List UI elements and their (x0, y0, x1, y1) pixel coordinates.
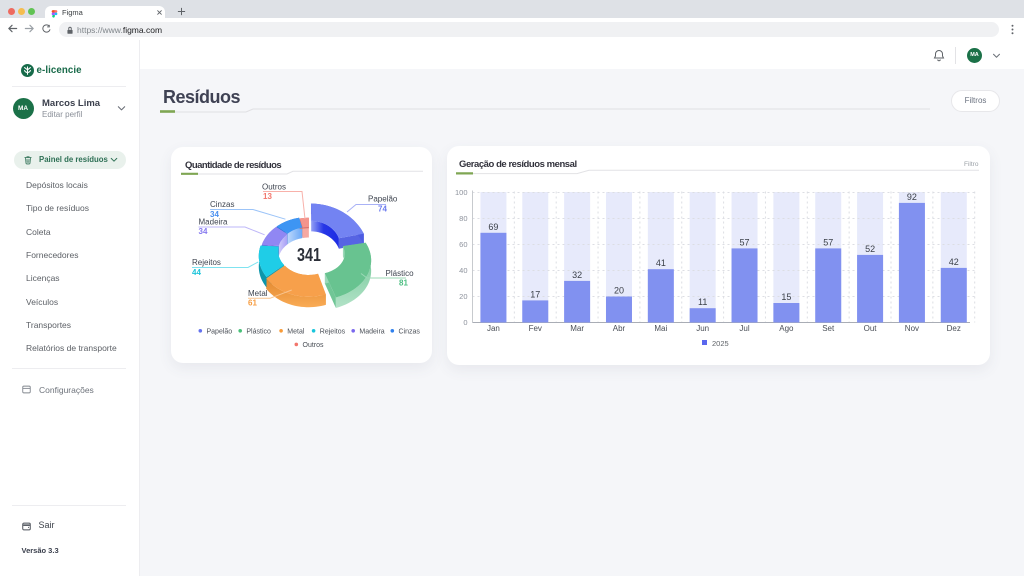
svg-text:20: 20 (459, 292, 467, 301)
svg-text:0: 0 (463, 318, 467, 327)
svg-text:34: 34 (199, 227, 208, 236)
svg-text:Mar: Mar (570, 324, 584, 333)
svg-text:Fev: Fev (529, 324, 542, 333)
svg-text:Madeira: Madeira (199, 217, 228, 226)
svg-text:Rejeitos: Rejeitos (192, 258, 221, 267)
svg-text:Papelão: Papelão (207, 328, 233, 335)
svg-text:Cinzas: Cinzas (210, 200, 234, 209)
svg-text:11: 11 (698, 297, 707, 307)
svg-text:17: 17 (530, 289, 540, 299)
svg-text:Plástico: Plástico (386, 269, 415, 278)
svg-text:Papelão: Papelão (368, 195, 398, 204)
svg-text:92: 92 (907, 192, 917, 202)
svg-text:Jul: Jul (739, 324, 749, 333)
svg-text:Nov: Nov (905, 324, 919, 333)
svg-text:34: 34 (210, 210, 219, 219)
svg-text:20: 20 (614, 286, 624, 296)
svg-text:Jun: Jun (696, 324, 709, 333)
svg-text:Cinzas: Cinzas (399, 328, 421, 335)
svg-text:Outros: Outros (303, 342, 325, 349)
svg-text:Madeira: Madeira (359, 328, 384, 335)
svg-text:61: 61 (248, 299, 257, 308)
svg-text:80: 80 (459, 214, 467, 223)
svg-text:Set: Set (822, 324, 835, 333)
svg-text:41: 41 (656, 258, 666, 268)
svg-text:44: 44 (192, 268, 201, 277)
svg-text:42: 42 (949, 257, 959, 267)
svg-text:Abr: Abr (613, 324, 626, 333)
svg-text:57: 57 (740, 237, 750, 247)
svg-text:2025: 2025 (712, 339, 729, 348)
svg-text:74: 74 (378, 205, 387, 214)
svg-text:Plástico: Plástico (246, 328, 271, 335)
svg-text:81: 81 (399, 278, 408, 287)
svg-text:Rejeitos: Rejeitos (320, 328, 346, 335)
svg-text:Mai: Mai (654, 324, 667, 333)
svg-text:32: 32 (572, 270, 582, 280)
svg-text:Outros: Outros (262, 182, 286, 191)
svg-text:Metal: Metal (287, 328, 305, 335)
svg-text:60: 60 (459, 240, 467, 249)
svg-text:Ago: Ago (779, 324, 794, 333)
svg-text:57: 57 (823, 237, 833, 247)
svg-text:100: 100 (455, 188, 468, 197)
svg-text:Out: Out (864, 324, 878, 333)
svg-text:Metal: Metal (248, 289, 268, 298)
svg-text:52: 52 (865, 244, 875, 254)
svg-text:40: 40 (459, 266, 467, 275)
svg-text:Jan: Jan (487, 324, 500, 333)
svg-text:15: 15 (781, 292, 791, 302)
svg-text:69: 69 (488, 222, 498, 232)
svg-text:341: 341 (297, 244, 321, 265)
svg-text:Dez: Dez (947, 324, 961, 333)
svg-text:13: 13 (263, 192, 272, 201)
